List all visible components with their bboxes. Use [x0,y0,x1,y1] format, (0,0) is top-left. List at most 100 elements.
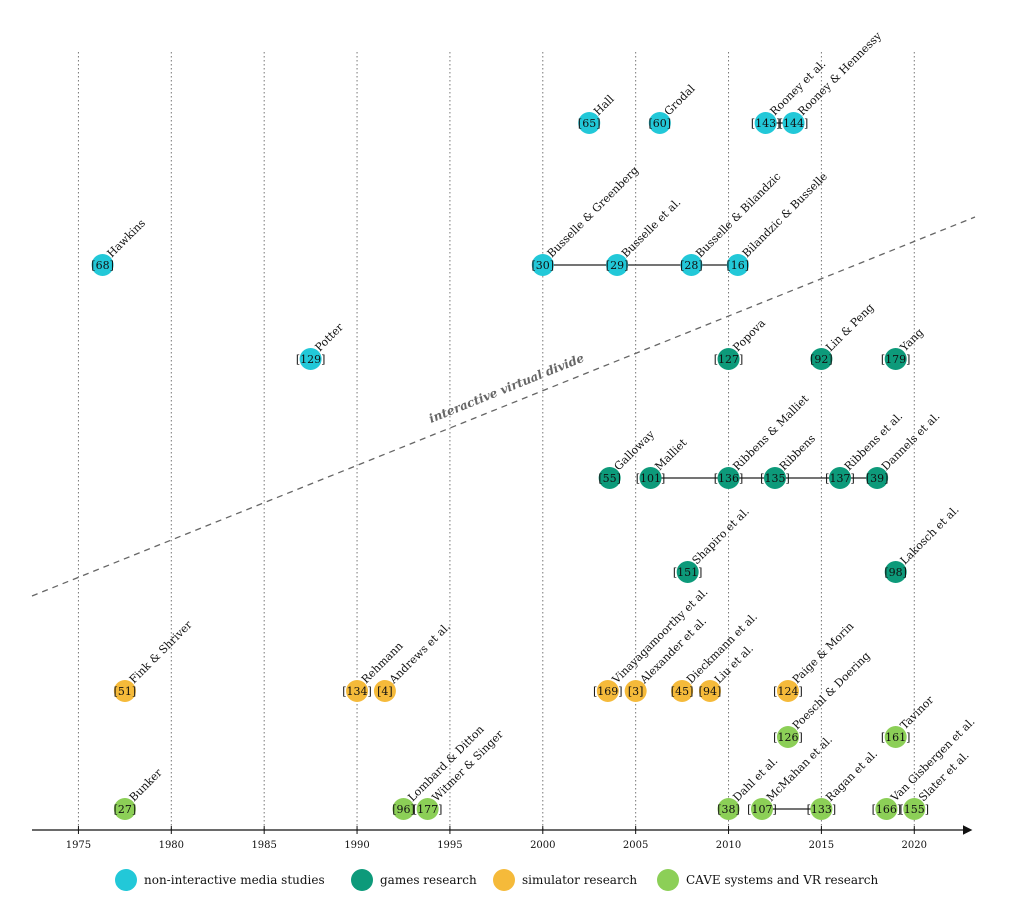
node-circle [639,467,662,489]
reference-number: [30] [531,259,554,272]
reference-node-29[interactable]: [29]Busselle et al. [606,196,684,276]
node-circle [648,112,671,134]
reference-node-51[interactable]: [51]Fink & Shriver [114,618,196,702]
tick-label-1975: 1975 [66,840,91,851]
reference-number: [4] [377,685,393,698]
reference-number: [29] [606,259,629,272]
author-label-lakosch-et-al: Lakosch et al. [898,503,962,567]
tick-label-2005: 2005 [623,840,648,851]
reference-number: [143] [751,117,781,130]
legend-label: non-interactive media studies [144,873,325,887]
tick-label-1990: 1990 [344,840,369,851]
node-circle [598,467,621,489]
node-circle [676,561,699,583]
reference-number: [65] [578,117,601,130]
author-label-ribbens-malliet: Ribbens & Malliet [730,392,811,473]
reference-number: [101] [636,472,666,485]
node-circle [776,680,799,702]
node-circle [884,348,907,370]
node-circle [763,467,786,489]
reference-node-92[interactable]: [92]Lin & Peng [810,301,877,370]
reference-node-161[interactable]: [161]Tavinor [881,693,937,748]
author-label-popova: Popova [730,316,768,354]
author-label-ragan-et-al: Ragan et al. [823,747,880,804]
legend-label: CAVE systems and VR research [686,873,878,887]
reference-node-98[interactable]: [98]Lakosch et al. [884,503,962,583]
reference-number: [3] [628,685,644,698]
reference-node-39[interactable]: [39]Dannels et al. [866,410,943,489]
reference-node-65[interactable]: [65]Hall [578,92,617,134]
time-axis: 1975 1980 1985 1990 1995 2000 2005 2010 2015 2020 [32,825,973,851]
author-label-lin-peng: Lin & Peng [823,301,876,354]
reference-number: [133] [807,803,837,816]
legend-item-non-interactive-media-studies: non-interactive media studies [115,869,325,891]
tick-label-2020: 2020 [902,840,927,851]
node-circle [531,254,554,276]
reference-number: [107] [747,803,777,816]
legend-swatch [115,869,137,891]
divide-label: interactive virtual divide [427,351,586,426]
node-circle [416,798,439,820]
tick-label-1985: 1985 [251,840,276,851]
reference-number: [127] [714,353,744,366]
reference-node-179[interactable]: [179]Yang [881,326,926,370]
node-circle [346,680,369,702]
reference-node-68[interactable]: [68]Hawkins [91,216,148,276]
reference-number: [45] [671,685,694,698]
reference-node-27[interactable]: [27]Bunker [114,766,166,820]
reference-nodes: [65]Hall[60]Grodal[143]Rooney et al.[144… [91,29,977,820]
tick-label-1995: 1995 [437,840,462,851]
tick-label-2010: 2010 [716,840,741,851]
reference-number: [151] [673,566,703,579]
tick-label-2000: 2000 [530,840,555,851]
author-label-potter: Potter [313,320,347,354]
node-circle [392,798,415,820]
reference-node-129[interactable]: [129]Potter [296,320,347,370]
node-circle [680,254,703,276]
node-circle [606,254,629,276]
node-circle [624,680,647,702]
reference-node-124[interactable]: [124]Paige & Morin [773,620,856,702]
legend-label: games research [380,873,477,887]
legend-swatch [493,869,515,891]
reference-number: [51] [114,685,137,698]
author-label-malliet: Malliet [652,436,689,473]
reference-node-127[interactable]: [127]Popova [714,316,769,370]
author-label-galloway: Galloway [612,427,658,473]
reference-number: [166] [872,803,902,816]
reference-number: [27] [114,803,137,816]
legend: non-interactive media studies games resea… [115,869,878,891]
node-circle [875,798,898,820]
node-circle [113,680,136,702]
legend-item-cave-systems-and-vr-research: CAVE systems and VR research [657,869,878,891]
reference-number: [135] [760,472,790,485]
reference-number: [136] [714,472,744,485]
reference-number: [126] [773,731,803,744]
interactive-virtual-divide: interactive virtual divide [31,216,976,597]
legend-item-simulator-research: simulator research [493,869,637,891]
node-circle [578,112,601,134]
legend-swatch [351,869,373,891]
author-label-ribbens: Ribbens [777,432,818,473]
reference-number: [177] [413,803,443,816]
author-label-shapiro-et-al: Shapiro et al. [690,505,752,567]
reference-number: [161] [881,731,911,744]
node-circle [903,798,926,820]
reference-number: [137] [825,472,855,485]
node-circle [782,112,805,134]
reference-number: [155] [899,803,929,816]
node-circle [373,680,396,702]
node-circle [884,561,907,583]
reference-number: [28] [680,259,703,272]
node-circle [726,254,749,276]
reference-number: [68] [91,259,114,272]
node-circle [810,348,833,370]
divide-line [31,216,976,597]
reference-node-151[interactable]: [151]Shapiro et al. [673,505,752,583]
reference-number: [144] [779,117,809,130]
tick-label-2015: 2015 [809,840,834,851]
node-circle [828,467,851,489]
reference-node-60[interactable]: [60]Grodal [649,82,698,134]
reference-node-16[interactable]: [16]Bilandzic & Busselle [727,170,830,276]
